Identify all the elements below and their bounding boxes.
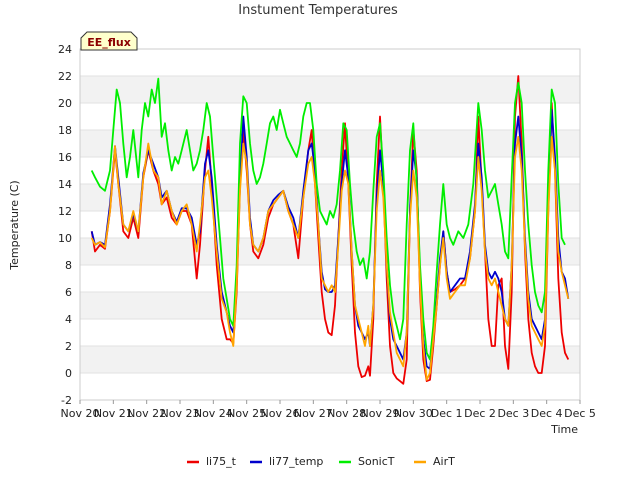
- x-tick-label: Nov 24: [194, 407, 233, 420]
- grid-band: [80, 184, 580, 211]
- grid-band: [80, 130, 580, 157]
- x-tick-label: Nov 27: [294, 407, 333, 420]
- y-tick-label: 24: [58, 43, 72, 56]
- tag-label: EE_flux: [87, 36, 131, 49]
- series-line-airt: [90, 135, 570, 381]
- x-tick-label: Nov 26: [261, 407, 300, 420]
- legend-item-sonict: SonicT: [339, 455, 395, 468]
- legend-label: AirT: [433, 455, 455, 468]
- y-tick-label: 16: [58, 151, 72, 164]
- y-tick-label: 12: [58, 205, 72, 218]
- y-tick-label: 20: [58, 97, 72, 110]
- y-tick-label: 2: [65, 340, 72, 353]
- y-tick-label: 10: [58, 232, 72, 245]
- legend-label: li77_temp: [269, 455, 323, 468]
- grid-band: [80, 238, 580, 265]
- legend-label: SonicT: [358, 455, 395, 468]
- x-tick-label: Dec 5: [564, 407, 596, 420]
- x-tick-label: Nov 22: [127, 407, 166, 420]
- y-tick-label: 22: [58, 70, 72, 83]
- x-tick-label: Nov 30: [394, 407, 433, 420]
- x-tick-label: Nov 20: [61, 407, 100, 420]
- x-axis-title: Time: [550, 423, 578, 436]
- x-tick-label: Nov 23: [161, 407, 200, 420]
- x-tick-label: Nov 25: [227, 407, 266, 420]
- x-tick-label: Nov 29: [361, 407, 400, 420]
- x-tick-label: Dec 4: [531, 407, 563, 420]
- x-tick-label: Nov 21: [94, 407, 133, 420]
- y-tick-label: 4: [65, 313, 72, 326]
- tag-background: [80, 31, 138, 51]
- series-line-sonict: [90, 77, 566, 361]
- legend-label: li75_t: [206, 455, 237, 468]
- grid-band: [80, 76, 580, 103]
- plot-frame: [79, 48, 581, 401]
- series-layer: [90, 75, 570, 385]
- series-line-li75-t: [90, 75, 570, 385]
- y-axis-title: Temperature (C): [8, 180, 21, 270]
- legend-item-li77-temp: li77_temp: [250, 455, 323, 468]
- y-tick-label: 6: [65, 286, 72, 299]
- y-tick-label: -2: [61, 394, 72, 407]
- grid-band: [80, 346, 580, 373]
- y-tick-label: 14: [58, 178, 72, 191]
- x-tick-label: Dec 1: [431, 407, 463, 420]
- x-tick-label: Dec 3: [497, 407, 529, 420]
- legend: li75_t li77_temp SonicT AirT: [187, 455, 455, 468]
- x-tick-label: Nov 28: [327, 407, 366, 420]
- y-tick-label: 18: [58, 124, 72, 137]
- ee-flux-tag: EE_flux: [80, 31, 138, 51]
- legend-item-li75-t: li75_t: [187, 455, 237, 468]
- legend-item-airt: AirT: [414, 455, 455, 468]
- background-bands: [80, 76, 580, 373]
- x-tick-label: Dec 2: [464, 407, 496, 420]
- y-tick-label: 8: [65, 259, 72, 272]
- y-tick-label: 0: [65, 367, 72, 380]
- chart-title: Instument Temperatures: [238, 3, 398, 18]
